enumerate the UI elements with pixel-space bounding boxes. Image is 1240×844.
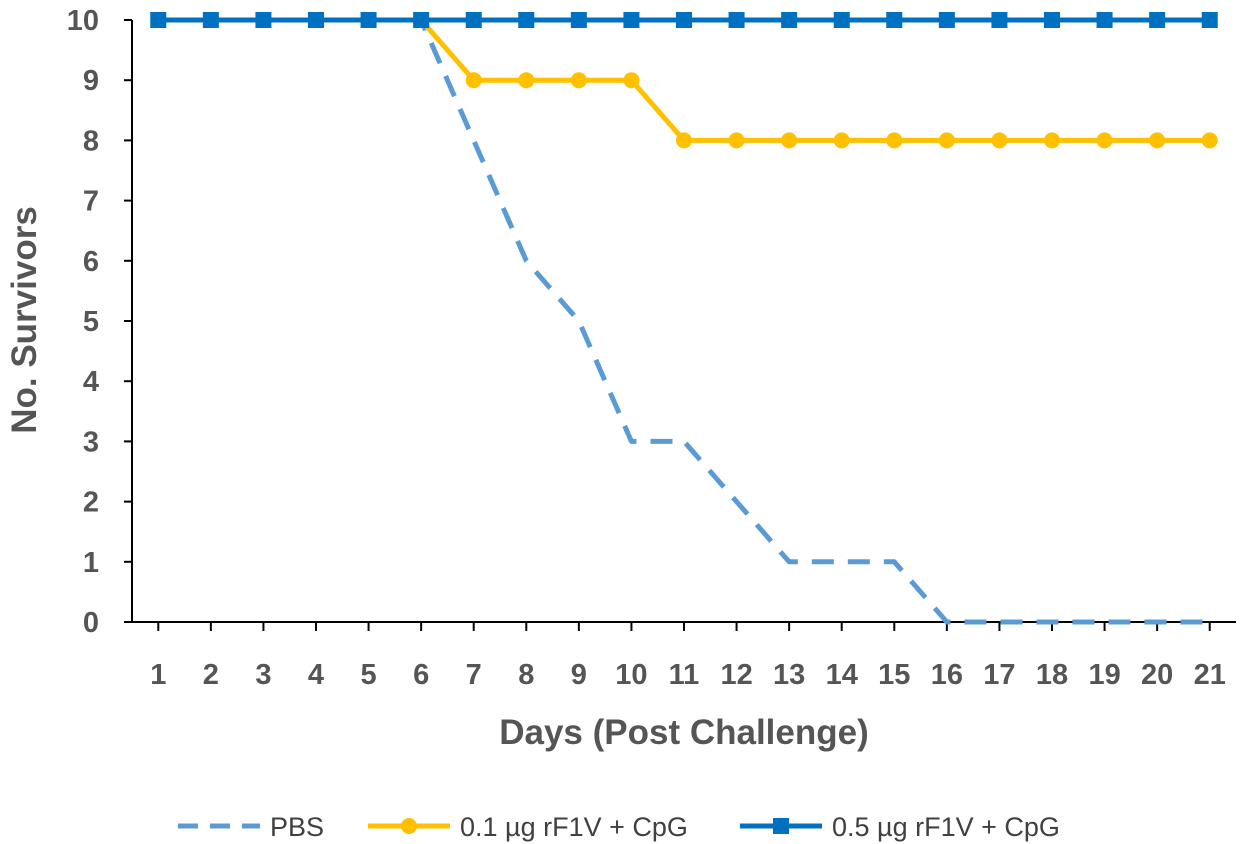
legend-item: 0.5 µg rF1V + CpG <box>740 812 1060 842</box>
y-axis-title: No. Survivors <box>5 206 44 434</box>
x-tick-label: 2 <box>203 659 219 691</box>
data-point <box>1096 132 1113 149</box>
y-tick-label: 9 <box>83 65 99 97</box>
y-tick-label: 6 <box>83 246 99 278</box>
y-tick-label: 10 <box>67 5 99 37</box>
data-point <box>150 12 167 28</box>
data-point <box>1149 132 1166 149</box>
data-point <box>413 12 430 28</box>
data-point <box>465 72 482 89</box>
y-tick-label: 0 <box>83 607 99 639</box>
data-point <box>886 12 903 28</box>
axes <box>131 20 1236 623</box>
legend: PBS 0.1 µg rF1V + CpG 0.5 µg rF1V + CpG <box>178 812 1060 842</box>
data-point <box>938 12 955 28</box>
data-point <box>1044 12 1060 28</box>
data-point <box>886 132 903 149</box>
x-tick-label: 19 <box>1088 659 1120 691</box>
legend-marker <box>773 818 789 834</box>
data-point <box>676 12 692 28</box>
legend-marker <box>401 818 417 834</box>
data-point <box>938 132 955 149</box>
legend-label: 0.5 µg rF1V + CpG <box>832 812 1060 842</box>
series-2 <box>150 12 1218 149</box>
y-tick-label: 8 <box>83 125 99 157</box>
x-tick-label: 20 <box>1141 659 1173 691</box>
data-point <box>991 12 1008 28</box>
x-tick-label: 5 <box>361 659 377 691</box>
series-1 <box>158 17 1210 625</box>
x-tick-label: 7 <box>466 659 482 691</box>
x-tick-label: 21 <box>1194 659 1226 691</box>
data-point <box>518 12 535 28</box>
legend-label: 0.1 µg rF1V + CpG <box>460 812 688 842</box>
x-tick-labels: 1 2 3 4 5 6 7 8 9 10 11 12 13 14 15 16 17 18 19 20 21 <box>150 622 1226 691</box>
series-3 <box>150 12 1218 28</box>
series-line <box>158 17 1210 625</box>
data-point <box>570 72 587 89</box>
x-tick-label: 16 <box>931 659 963 691</box>
x-tick-label: 14 <box>826 659 858 691</box>
legend-item: PBS <box>178 812 324 842</box>
data-point <box>1201 12 1218 28</box>
data-point <box>781 132 798 149</box>
data-point <box>728 132 745 149</box>
data-point <box>623 72 640 89</box>
x-tick-label: 9 <box>571 659 587 691</box>
x-tick-label: 10 <box>615 659 647 691</box>
data-point <box>1149 12 1166 28</box>
x-tick-label: 11 <box>669 659 700 691</box>
data-point <box>202 12 219 28</box>
x-tick-label: 17 <box>983 659 1015 691</box>
x-axis-title: Days (Post Challenge) <box>499 713 869 752</box>
data-point <box>308 12 324 28</box>
data-point <box>1044 132 1060 149</box>
x-tick-label: 8 <box>518 659 534 691</box>
y-tick-labels: 0 1 2 3 4 5 6 7 8 9 10 <box>67 5 132 639</box>
data-point <box>623 12 640 28</box>
data-point <box>518 72 535 89</box>
y-tick-label: 2 <box>83 487 99 519</box>
series-line <box>158 17 1210 143</box>
y-tick-label: 3 <box>83 426 99 458</box>
legend-label: PBS <box>270 812 324 842</box>
legend-item: 0.1 µg rF1V + CpG <box>368 812 688 842</box>
data-point <box>728 12 745 28</box>
y-tick-label: 5 <box>83 306 99 338</box>
series-layer <box>150 12 1218 625</box>
x-tick-label: 18 <box>1036 659 1068 691</box>
data-point <box>570 12 587 28</box>
data-point <box>1096 12 1113 28</box>
data-point <box>833 12 850 28</box>
data-point <box>255 12 272 28</box>
y-tick-label: 7 <box>83 186 99 218</box>
data-point <box>465 12 482 28</box>
x-tick-label: 15 <box>878 659 910 691</box>
data-point <box>676 132 692 149</box>
x-tick-label: 13 <box>773 659 805 691</box>
x-tick-label: 6 <box>413 659 429 691</box>
x-tick-label: 3 <box>255 659 271 691</box>
x-tick-label: 1 <box>150 659 166 691</box>
data-point <box>781 12 798 28</box>
data-point <box>360 12 377 28</box>
x-tick-label: 12 <box>720 659 752 691</box>
data-point <box>1201 132 1218 149</box>
x-tick-label: 4 <box>308 659 324 691</box>
data-point <box>833 132 850 149</box>
y-tick-label: 1 <box>83 547 99 579</box>
y-tick-label: 4 <box>83 366 99 398</box>
data-point <box>991 132 1008 149</box>
